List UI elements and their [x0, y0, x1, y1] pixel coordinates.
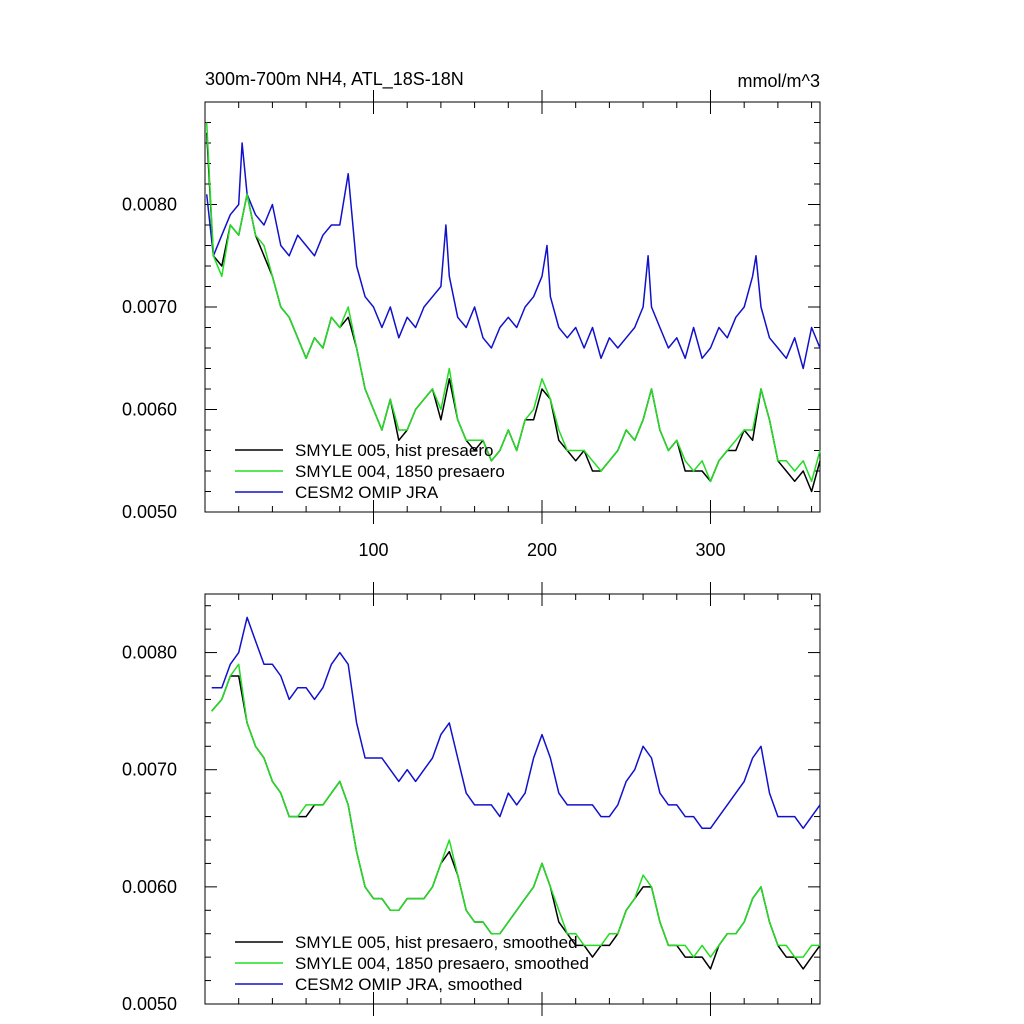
series-line: [207, 143, 820, 369]
y-tick-label: 0.0070: [122, 760, 177, 780]
legend-label: SMYLE 005, hist presaero: [295, 441, 493, 460]
series-line: [212, 664, 820, 957]
legend-label: CESM2 OMIP JRA: [295, 483, 439, 502]
y-tick-label: 0.0080: [122, 643, 177, 663]
units-label: mmol/m^3: [738, 71, 820, 91]
series-line: [212, 676, 820, 969]
chart-title: 300m-700m NH4, ATL_18S-18N: [205, 69, 464, 90]
bottom-panel: 0.0050 0.0060 0.0070 0.0080 SMYLE 005, hist…: [122, 582, 820, 1016]
series-line: [207, 123, 820, 482]
y-tick-label: 0.0050: [122, 994, 177, 1014]
legend-label: SMYLE 004, 1850 presaero, smoothed: [295, 954, 589, 973]
x-tick-label: 200: [527, 540, 557, 560]
legend-label: SMYLE 005, hist presaero, smoothed: [295, 933, 578, 952]
y-tick-label: 0.0080: [122, 195, 177, 215]
x-tick-label: 100: [358, 540, 388, 560]
series-line: [207, 133, 820, 492]
y-tick-label: 0.0050: [122, 502, 177, 522]
y-tick-label: 0.0070: [122, 297, 177, 317]
x-tick-label: 300: [695, 540, 725, 560]
legend-label: CESM2 OMIP JRA, smoothed: [295, 975, 522, 994]
legend-label: SMYLE 004, 1850 presaero: [295, 462, 505, 481]
top-panel: 300m-700m NH4, ATL_18S-18N mmol/m^3 0.00…: [122, 69, 820, 560]
y-tick-label: 0.0060: [122, 400, 177, 420]
series-line: [212, 617, 820, 828]
y-tick-label: 0.0060: [122, 877, 177, 897]
